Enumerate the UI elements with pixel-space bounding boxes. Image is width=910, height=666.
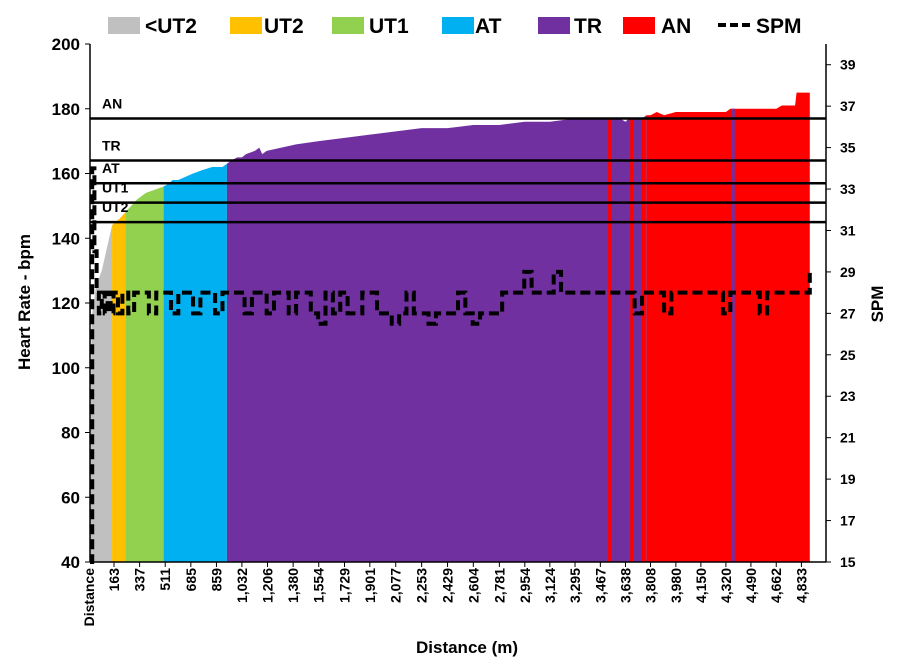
x-tick-label-9: 1,729 [337,568,353,603]
y2-tick-label-1: 17 [840,513,856,529]
y2-tick-label-9: 33 [840,181,856,197]
x-tick-label-21: 3,808 [643,568,659,603]
x-tick-label-14: 2,604 [465,568,481,603]
threshold-label-3: UT1 [102,180,129,196]
x-tick-label-first: Distance [81,568,97,627]
x-tick-label-11: 2,077 [388,568,404,603]
zone-marker-0 [608,118,612,563]
legend-swatch-5 [623,17,655,34]
legend-swatch-4 [538,17,570,34]
x-tick-label-5: 1,032 [234,568,250,603]
y2-tick-label-11: 37 [840,98,856,114]
x-tick-label-22: 3,980 [668,568,684,603]
x-tick-label-13: 2,429 [440,568,456,603]
zone-marker-2 [641,118,645,563]
zone-area-5 [646,92,810,562]
y2-tick-label-7: 29 [840,264,856,280]
axes-layer: 40 60 80 100 120 140 160 180 200 15 17 19 21 23 25 27 29… [52,35,856,626]
y-tick-label-2: 80 [61,424,80,443]
y2-tick-label-8: 31 [840,222,856,238]
legend-swatch-3 [442,17,474,34]
y-tick-label-0: 40 [61,553,80,572]
zone-marker-3 [731,108,735,562]
x-tick-label-10: 1,901 [362,568,378,603]
y2-tick-label-5: 25 [840,347,856,363]
x-tick-label-16: 2,954 [517,568,533,603]
x-tick-label-19: 3,467 [592,568,608,603]
legend-swatch-0 [108,17,140,34]
legend-label-4: TR [574,15,602,38]
legend-label-1: UT2 [264,15,304,38]
x-tick-label-3: 685 [183,568,199,592]
y2-axis-title: SPM [868,286,887,323]
x-tick-label-25: 4,490 [743,568,759,603]
y-tick-label-3: 100 [52,359,80,378]
legend-swatch-1 [230,17,262,34]
y-tick-label-4: 120 [52,294,80,313]
x-tick-label-12: 2,253 [414,568,430,603]
y2-tick-label-10: 35 [840,140,856,156]
y2-tick-label-4: 23 [840,388,856,404]
x-tick-label-8: 1,554 [311,568,327,603]
x-axis-title: Distance (m) [416,638,518,657]
y-tick-label-5: 140 [52,229,80,248]
spm-layer [90,166,812,564]
x-tick-label-15: 2,781 [491,568,507,603]
legend-label-2: UT1 [369,15,409,38]
zone-area-1 [112,212,126,562]
y-tick-label-1: 60 [61,488,80,507]
x-tick-label-7: 1,380 [285,568,301,603]
zone-marker-1 [630,118,634,563]
x-tick-label-23: 4,150 [693,568,709,603]
y2-tick-label-3: 21 [840,430,856,446]
y2-tick-label-6: 27 [840,305,856,321]
legend-label-5: AN [661,15,691,38]
zones-layer [90,92,810,563]
legend-swatch-2 [332,17,364,34]
y-axis-title: Heart Rate - bpm [15,234,34,370]
y-tick-label-6: 160 [52,165,80,184]
threshold-label-4: UT2 [102,199,129,215]
y2-tick-label-12: 39 [840,57,856,73]
x-tick-label-20: 3,638 [618,568,634,603]
y2-tick-label-0: 15 [840,554,856,570]
zone-area-2 [125,186,164,562]
spm-series-line [90,166,812,564]
x-tick-label-2: 511 [157,568,173,591]
threshold-label-0: AN [102,95,122,111]
x-tick-label-4: 859 [208,568,224,592]
legend-label-3: AT [475,15,502,38]
y-tick-label-7: 180 [52,100,80,119]
x-tick-label-26: 4,662 [768,568,784,603]
zone-area-3 [163,163,227,562]
x-tick-label-6: 1,206 [260,568,276,603]
x-tick-label-17: 3,124 [542,568,558,603]
legend-label-0: <UT2 [145,15,197,38]
x-tick-label-0: 163 [106,568,122,592]
x-tick-label-18: 3,295 [567,568,583,603]
y-tick-label-8: 200 [52,35,80,54]
x-tick-label-1: 337 [132,568,148,592]
thresholds-layer: AN TR AT UT1 UT2 [90,95,826,224]
y2-tick-label-2: 19 [840,471,856,487]
threshold-label-1: TR [102,138,121,154]
x-tick-label-24: 4,320 [718,568,734,603]
legend: <UT2 UT2 UT1 AT TR AN SPM [108,15,802,38]
threshold-label-2: AT [102,160,120,176]
x-tick-label-27: 4,833 [793,568,809,603]
zone-area-4 [226,115,647,562]
legend-label-6: SPM [756,15,802,38]
